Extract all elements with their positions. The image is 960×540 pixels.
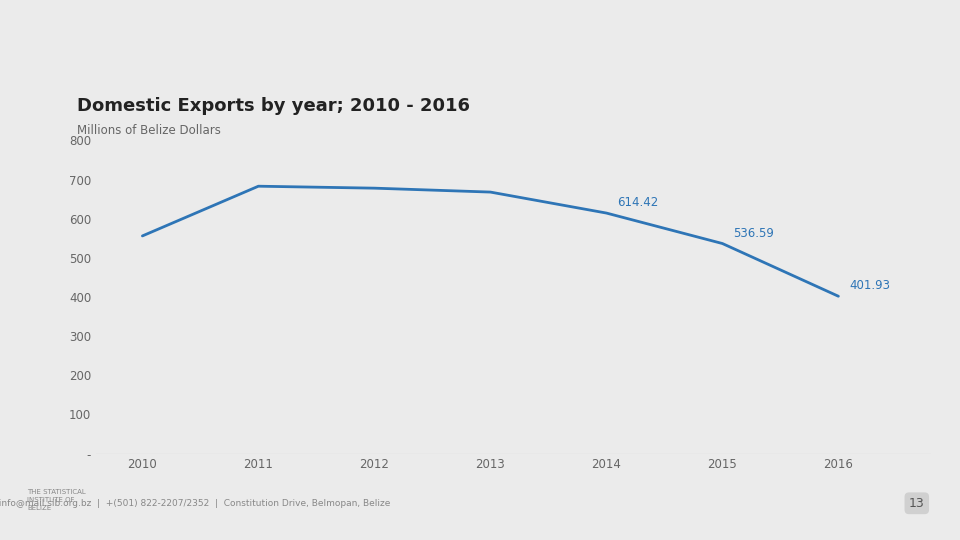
Text: 614.42: 614.42 [617, 196, 659, 209]
Text: THE STATISTICAL
INSTITUTE OF
BELIZE: THE STATISTICAL INSTITUTE OF BELIZE [27, 489, 85, 510]
Text: 401.93: 401.93 [850, 279, 891, 292]
Text: Domestic Exports by year; 2010 - 2016: Domestic Exports by year; 2010 - 2016 [77, 97, 469, 115]
Text: Millions of Belize Dollars: Millions of Belize Dollars [77, 124, 221, 137]
Text: 536.59: 536.59 [733, 227, 775, 240]
Text: www.sib.org.bz  |  info@mail.sib.org.bz  |  +(501) 822-2207/2352  |  Constitutio: www.sib.org.bz | info@mail.sib.org.bz | … [0, 499, 391, 508]
Text: 13: 13 [909, 497, 924, 510]
